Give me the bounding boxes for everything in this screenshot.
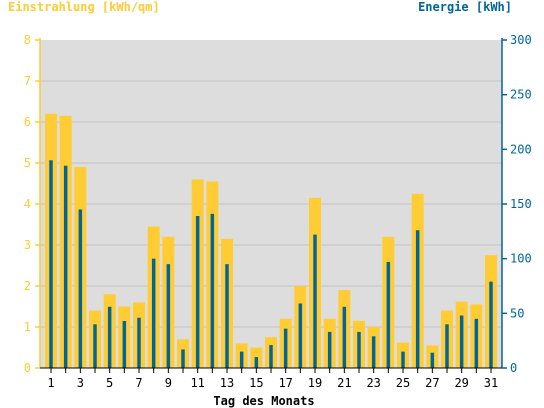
energy-bar [166,264,171,368]
x-tick-label: 15 [249,376,263,390]
energy-bar [49,160,53,368]
left-tick-label: 8 [24,33,31,47]
x-tick-label: 17 [278,376,292,390]
right-tick-label: 0 [510,361,517,375]
energy-bar [489,281,493,368]
energy-bar [195,216,200,368]
energy-bar [313,234,317,368]
left-tick-label: 5 [24,156,31,170]
energy-bar [283,328,288,368]
bars [45,113,497,368]
right-tick-label: 50 [510,306,524,320]
x-tick-label: 9 [165,376,172,390]
x-tick-label: 3 [77,376,84,390]
right-tick-label: 250 [510,88,532,102]
energy-bar [459,315,464,368]
energy-bar [181,349,185,368]
left-tick-label: 1 [24,320,31,334]
right-tick-label: 100 [510,252,532,266]
energy-bar [122,320,127,368]
energy-bar [63,165,68,368]
x-tick-label: 23 [366,376,380,390]
energy-bar [430,352,435,368]
right-tick-label: 200 [510,142,532,156]
x-tick-label: 25 [396,376,410,390]
left-tick-label: 6 [24,115,31,129]
energy-bar [401,351,405,368]
energy-bar [474,318,479,368]
grid-lines [40,80,502,328]
energy-bar [107,306,112,368]
x-tick-label: 7 [135,376,142,390]
energy-bar [93,324,97,368]
right-tick-label: 300 [510,33,532,47]
energy-bar [327,331,332,368]
energy-bar [151,258,156,368]
x-tick-label: 19 [308,376,322,390]
energy-bar [415,230,420,368]
energy-bar [78,209,83,368]
energy-bar [386,261,391,368]
energy-bar [342,306,347,368]
energy-bar [357,331,361,368]
x-tick-label: 29 [454,376,468,390]
energy-bar [210,213,215,368]
x-tick-label: 13 [220,376,234,390]
x-axis-title: Tag des Monats [213,394,314,408]
left-tick-label: 3 [24,238,31,252]
energy-bar [298,303,303,368]
x-tick-label: 31 [484,376,498,390]
right-axis-title: Energie [kWh] [418,0,512,14]
x-tick-label: 21 [337,376,351,390]
x-tick-label: 5 [106,376,113,390]
left-tick-label: 7 [24,74,31,88]
left-axis-title: Einstrahlung [kWh/qm] [8,0,160,14]
energy-bar [445,324,449,368]
energy-bar [254,357,259,368]
left-tick-label: 2 [24,279,31,293]
x-tick-label: 1 [47,376,54,390]
energy-bar [239,351,244,368]
energy-bar [225,264,229,368]
energy-bar [371,336,376,368]
left-tick-label: 0 [24,361,31,375]
energy-bar [269,345,273,368]
left-tick-label: 4 [24,197,31,211]
right-tick-label: 150 [510,197,532,211]
x-tick-label: 11 [190,376,204,390]
x-tick-label: 27 [425,376,439,390]
energy-bar [137,317,141,368]
axes [35,38,507,373]
